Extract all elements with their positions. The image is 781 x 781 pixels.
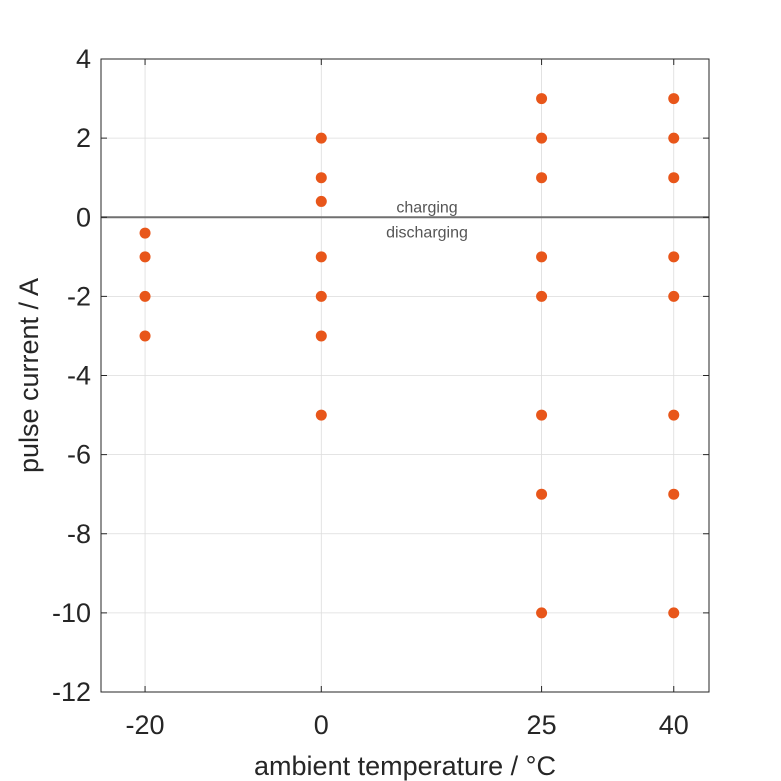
data-point <box>315 195 327 207</box>
grid <box>101 58 709 693</box>
data-point <box>536 251 548 263</box>
x-axis-ticks: -20 0 25 40 <box>126 59 689 740</box>
data-point <box>139 227 151 239</box>
data-point <box>536 172 548 184</box>
data-point <box>536 132 548 144</box>
data-point <box>668 251 680 263</box>
x-tick-label: 25 <box>527 710 557 740</box>
data-point <box>139 251 151 263</box>
data-point <box>315 132 327 144</box>
data-point <box>536 290 548 302</box>
data-point <box>668 172 680 184</box>
y-tick-label: -12 <box>52 677 91 707</box>
data-point <box>536 93 548 105</box>
x-tick-label: -20 <box>126 710 165 740</box>
data-point <box>536 607 548 619</box>
data-point <box>139 290 151 302</box>
y-tick-label: -10 <box>52 598 91 628</box>
annotation-charging: charging <box>396 199 457 216</box>
x-tick-label: 0 <box>314 710 329 740</box>
y-tick-label: -2 <box>67 281 91 311</box>
data-point <box>668 93 680 105</box>
data-point <box>668 132 680 144</box>
y-axis-label: pulse current / A <box>14 278 44 473</box>
data-point <box>315 172 327 184</box>
data-point <box>315 290 327 302</box>
data-point <box>315 409 327 421</box>
y-tick-label: 4 <box>76 44 91 74</box>
y-axis-ticks: -12 -10 -8 -6 -4 -2 0 2 4 <box>52 44 709 707</box>
y-tick-label: 2 <box>76 123 91 153</box>
y-tick-label: 0 <box>76 202 91 232</box>
data-point <box>668 607 680 619</box>
y-tick-label: -8 <box>67 519 91 549</box>
data-point <box>668 409 680 421</box>
y-tick-label: -6 <box>67 440 91 470</box>
data-point <box>315 330 327 342</box>
x-tick-label: 40 <box>659 710 689 740</box>
data-point <box>668 488 680 500</box>
data-point <box>315 251 327 263</box>
data-point <box>668 290 680 302</box>
data-point <box>536 488 548 500</box>
annotation-discharging: discharging <box>386 224 468 241</box>
data-point <box>139 330 151 342</box>
y-tick-label: -4 <box>67 361 91 391</box>
x-axis-label: ambient temperature / °C <box>254 751 556 781</box>
data-points <box>139 93 680 619</box>
data-point <box>536 409 548 421</box>
